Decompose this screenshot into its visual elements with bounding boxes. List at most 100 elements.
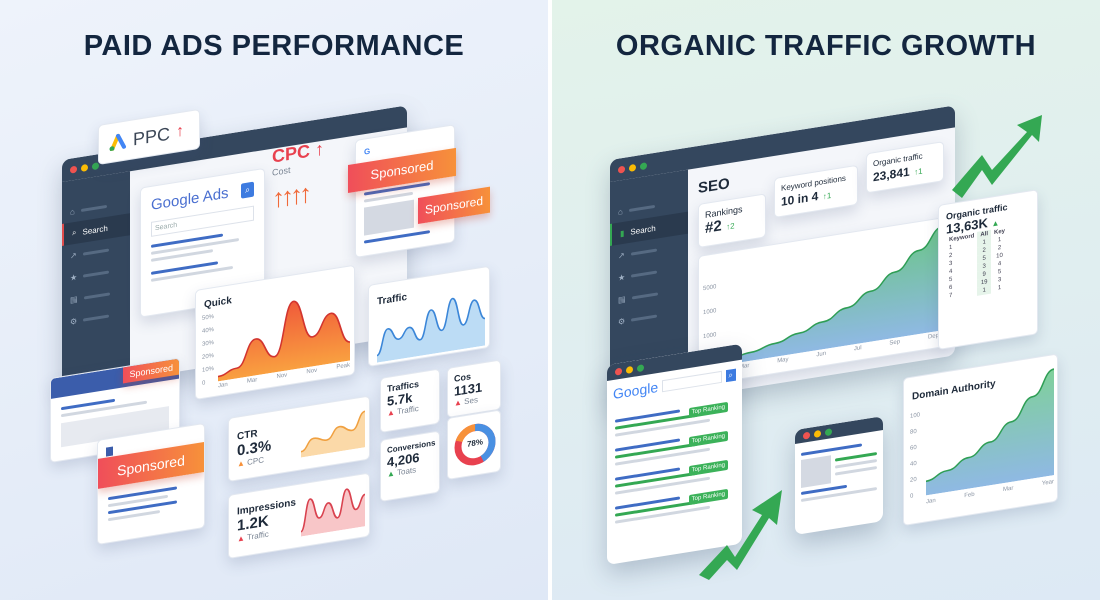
traffic-chart-card: Traffic (368, 265, 490, 367)
conversions-card: Conversions 4,206 ▲ Toats (380, 430, 440, 502)
search-button[interactable]: ⌕ (725, 368, 736, 383)
triangle-up-icon: ▲ (237, 533, 245, 544)
bar-chart-icon: ▮ (620, 228, 625, 238)
domain-authority-card: Domain Authority 100 80 60 40 20 0 Jan Feb Mar Y… (903, 353, 1058, 526)
x-tick-label: Nov (306, 367, 318, 376)
x-tick-label: Nov (276, 372, 288, 381)
seo-title: SEO (698, 175, 730, 198)
traffic-area (377, 298, 485, 363)
cos-card: Cos 1131 ▲ Ses (447, 359, 501, 418)
y-tick-label: 10% (202, 365, 215, 374)
metric-value: #2 (705, 217, 722, 237)
metric-sub: Ses (464, 395, 478, 407)
paid-ads-panel: PAID ADS PERFORMANCE ⌂ ⌕ Search ↗ ★ ▤ ⚙ G… (0, 0, 548, 600)
google-ads-icon (109, 133, 126, 152)
triangle-up-icon: ▲ (237, 458, 245, 469)
google-logo: Google (613, 378, 659, 403)
trend-icon: ↗ (618, 250, 625, 261)
sponsored-result-card: G (355, 124, 455, 258)
arrow-up-icon: ↑ (176, 122, 185, 141)
x-tick-label: Jun (816, 350, 827, 359)
sidebar-label: Search (82, 223, 108, 237)
star-icon: ★ (70, 272, 78, 283)
cpc-section: CPC ↑ Cost ↑↑↑↑ (272, 135, 347, 247)
quick-area (218, 301, 350, 382)
metric-label: Rankings (705, 204, 743, 220)
x-tick-label: Year (1041, 479, 1054, 488)
close-dot[interactable] (618, 165, 625, 174)
y-tick-label: 30% (202, 339, 215, 348)
x-tick-label: May (777, 356, 789, 365)
search-result[interactable]: Top Ranking (615, 401, 734, 437)
table-cell: 1 (997, 284, 1002, 292)
impressions-sparkline (301, 488, 365, 537)
domain-authority-line (926, 368, 1054, 483)
ppc-label: PPC (133, 123, 171, 149)
keyword-table: Keyword All Key 1 1 1 2 2 2 3 5 10 4 3 4 5 9 5 6 19 3 7 1 1 (946, 227, 1008, 301)
metric-value: 10 in 4 (781, 188, 819, 209)
document-icon: ▤ (618, 294, 626, 305)
y-tick-label: 5000 (703, 284, 717, 293)
keyword-positions-card: Keyword positions 10 in 4 ↑1 (774, 164, 858, 219)
triangle-up-icon: ▲ (454, 397, 462, 408)
search-icon: ⌕ (72, 227, 77, 238)
y-tick-label: 80 (910, 428, 917, 436)
growth-arrow-icon (952, 115, 1042, 198)
x-tick-label: Jul (853, 345, 862, 353)
y-tick-label: 1000 (703, 332, 717, 341)
top-ranking-badge: Top Ranking (688, 430, 728, 448)
home-icon: ⌂ (70, 206, 75, 217)
metric-sub: Toats (397, 465, 417, 478)
minimize-dot[interactable] (81, 163, 88, 172)
rising-arrows-icon: ↑↑↑↑ (272, 178, 308, 214)
metric-sub: Traffic (247, 529, 269, 542)
triangle-up-icon: ▲ (991, 218, 1000, 229)
quick-area-chart (218, 300, 350, 382)
rankings-card: Rankings #2 ↑2 (698, 193, 766, 249)
metric-delta: ↑1 (914, 166, 923, 177)
gear-icon: ⚙ (618, 316, 626, 327)
search-input[interactable] (662, 370, 722, 393)
search-result[interactable]: Top Ranking (615, 430, 734, 466)
growth-arrow-icon (699, 490, 782, 580)
x-tick-label: Feb (964, 491, 975, 500)
gear-icon: ⚙ (70, 316, 78, 327)
traffic-line (377, 297, 485, 357)
traffic-growth-area (727, 226, 943, 365)
trend-icon: ↗ (70, 250, 77, 261)
panel-title: ORGANIC TRAFFIC GROWTH (615, 30, 1037, 62)
y-tick-label: 1000 (703, 308, 717, 317)
x-tick-label: Mar (246, 377, 258, 385)
x-tick-label: Mar (1003, 485, 1014, 494)
image-placeholder-icon (801, 455, 831, 489)
metric-sub: CPC (247, 455, 265, 467)
x-tick-label: Sep (889, 339, 901, 347)
metric-sub: Traffic (397, 403, 419, 417)
organic-traffic-card: Organic traffic 23,841 ↑1 (866, 141, 944, 194)
y-tick-label: 20% (202, 352, 215, 361)
y-tick-label: 20 (910, 476, 917, 484)
panel-divider (548, 0, 552, 600)
document-icon: ▤ (70, 294, 78, 305)
y-tick-label: 40% (202, 326, 215, 335)
minimize-dot[interactable] (629, 163, 636, 172)
maximize-dot[interactable] (640, 161, 647, 170)
x-tick-label: Jan (926, 497, 936, 506)
metric-delta: ↑1 (822, 190, 832, 202)
ctr-line (301, 410, 365, 453)
impressions-card: Impressions 1.2K ▲ Traffic (228, 472, 370, 559)
domain-authority-area (926, 369, 1054, 496)
close-dot[interactable] (70, 165, 77, 174)
traffic-growth-area-chart (727, 225, 943, 365)
panel-title: PAID ADS PERFORMANCE (83, 30, 465, 62)
y-tick-label: 100 (910, 412, 921, 420)
traffic-growth-chart-card: 5000 1000 1000 Mar May Jun Jul Sep Dep (698, 216, 946, 387)
web-page-window (795, 416, 883, 535)
ctr-sparkline (301, 410, 365, 458)
metric-value: 23,841 (873, 164, 910, 185)
top-ranking-badge: Top Ranking (688, 401, 728, 419)
star-icon: ★ (618, 272, 626, 283)
x-tick-label: Peak (336, 362, 350, 371)
search-button[interactable]: ⌕ (240, 181, 254, 199)
top-ranking-badge: Top Ranking (688, 459, 728, 477)
